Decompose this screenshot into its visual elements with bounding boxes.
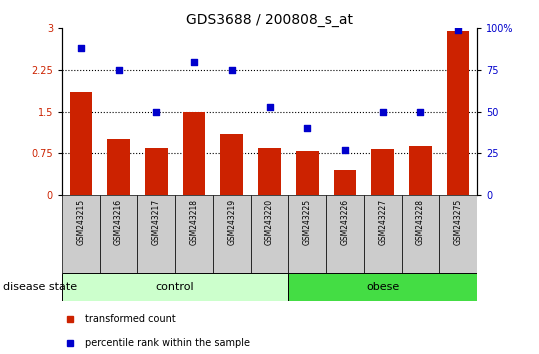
Text: GSM243228: GSM243228 [416,199,425,245]
Bar [288,273,477,301]
Text: transformed count: transformed count [85,314,176,325]
Point [227,67,236,73]
Bar [145,148,168,195]
Text: percentile rank within the sample: percentile rank within the sample [85,338,250,348]
Point [378,109,387,114]
Text: GSM243217: GSM243217 [152,199,161,245]
Bar [107,139,130,195]
Text: GSM243275: GSM243275 [454,199,462,245]
Text: disease state: disease state [3,282,77,292]
Bar [296,152,319,195]
Text: GSM243225: GSM243225 [303,199,312,245]
Text: GSM243216: GSM243216 [114,199,123,245]
Bar [183,112,205,195]
Point [152,109,161,114]
Bar [213,195,251,273]
Bar [409,146,432,195]
Bar [371,149,394,195]
Bar [100,195,137,273]
Text: GSM243226: GSM243226 [341,199,349,245]
Bar [137,195,175,273]
Bar [402,195,439,273]
Bar [258,148,281,195]
Point [114,67,123,73]
Text: GSM243218: GSM243218 [190,199,198,245]
Bar [326,195,364,273]
Bar [62,195,100,273]
Text: GSM243227: GSM243227 [378,199,387,245]
Bar [364,195,402,273]
Point [454,27,462,33]
Bar [70,92,92,195]
Point [265,104,274,109]
Point [190,59,198,64]
Point [416,109,425,114]
Bar [220,134,243,195]
Bar [447,31,469,195]
Text: GSM243220: GSM243220 [265,199,274,245]
Title: GDS3688 / 200808_s_at: GDS3688 / 200808_s_at [186,13,353,27]
Point [341,147,349,153]
Point [303,125,312,131]
Text: GSM243215: GSM243215 [77,199,85,245]
Bar [439,195,477,273]
Text: GSM243219: GSM243219 [227,199,236,245]
Text: control: control [156,282,195,292]
Bar [334,170,356,195]
Bar [251,195,288,273]
Bar [175,195,213,273]
Bar [62,273,288,301]
Bar [288,195,326,273]
Text: obese: obese [366,282,399,292]
Point [77,45,85,51]
